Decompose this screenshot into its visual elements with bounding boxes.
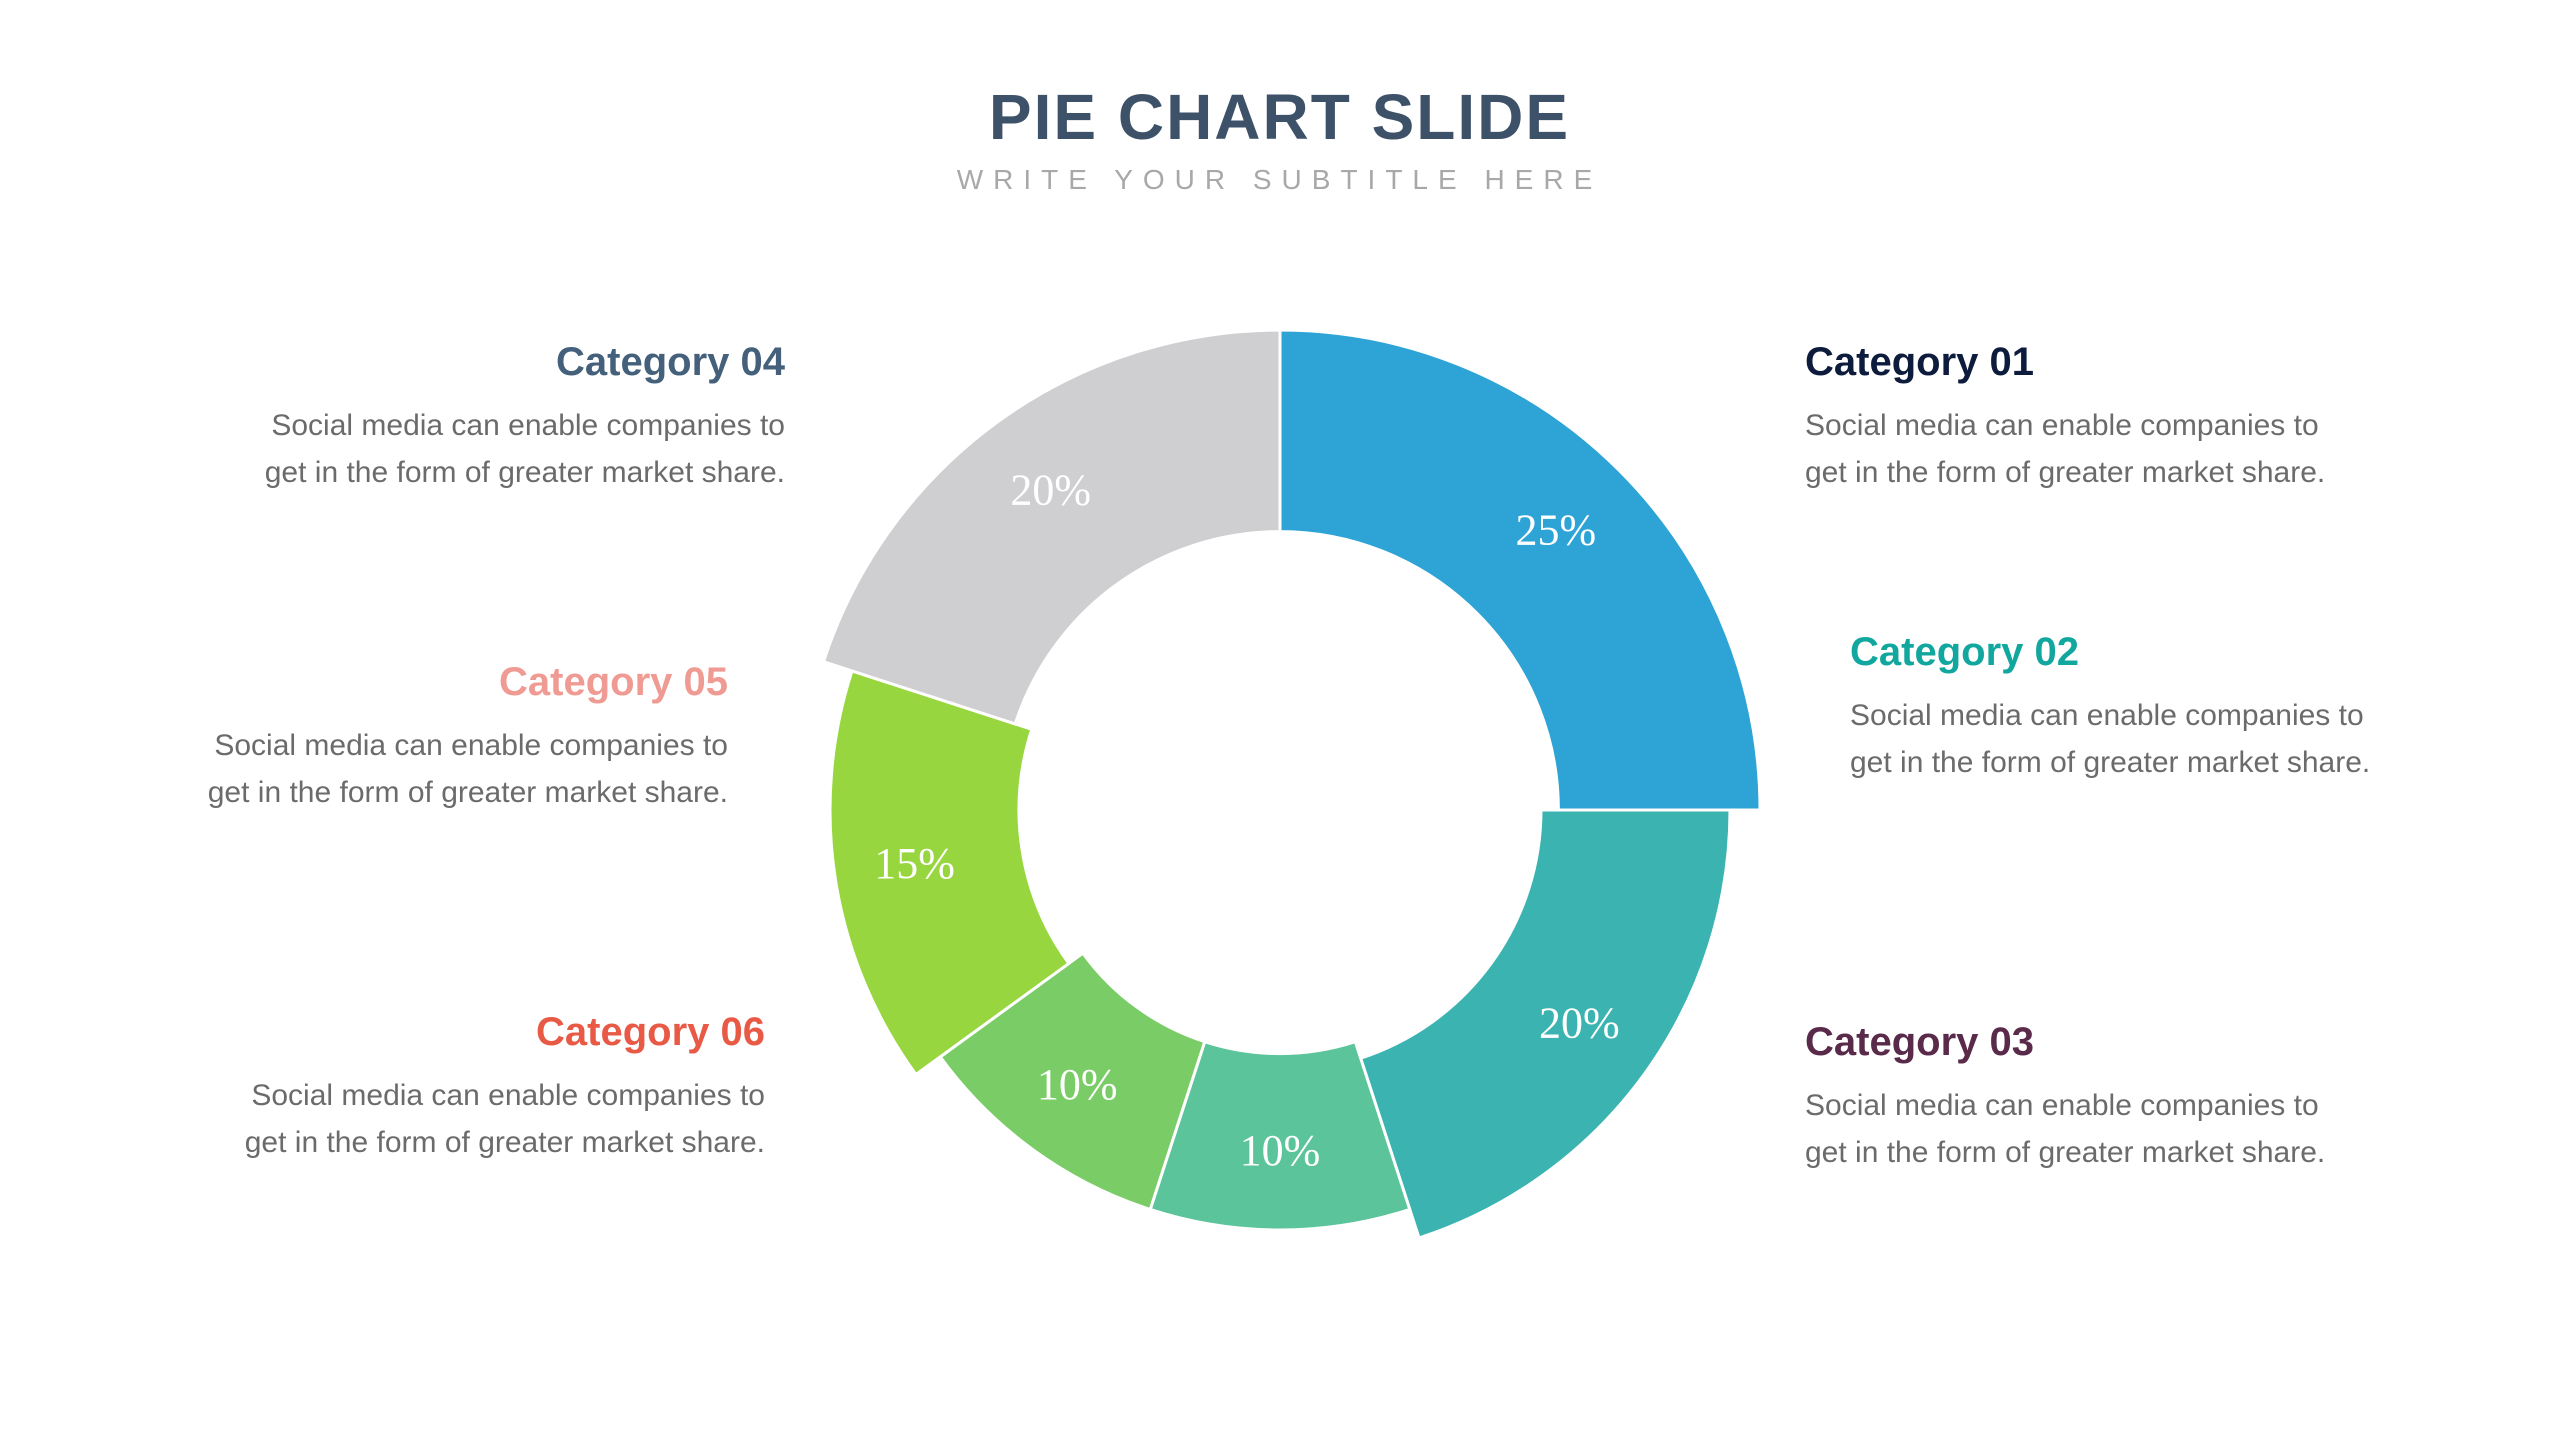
category-title-2: Category 03 bbox=[1805, 1020, 2365, 1065]
slice-label-4: 15% bbox=[874, 839, 955, 888]
slice-label-0: 25% bbox=[1515, 505, 1596, 554]
category-desc-0: Social media can enable companies to get… bbox=[1805, 403, 2365, 496]
category-block-3: Category 04 Social media can enable compa… bbox=[225, 340, 785, 496]
category-title-0: Category 01 bbox=[1805, 340, 2365, 385]
slide-container: PIE CHART SLIDE WRITE YOUR SUBTITLE HERE… bbox=[0, 0, 2559, 1440]
category-desc-1: Social media can enable companies to get… bbox=[1850, 693, 2410, 786]
category-title-1: Category 02 bbox=[1850, 630, 2410, 675]
slice-label-1: 20% bbox=[1539, 999, 1620, 1048]
category-block-5: Category 06 Social media can enable compa… bbox=[205, 1010, 765, 1166]
slice-label-3: 10% bbox=[1036, 1060, 1117, 1109]
category-title-3: Category 04 bbox=[225, 340, 785, 385]
category-block-1: Category 02 Social media can enable compa… bbox=[1850, 630, 2410, 786]
category-desc-4: Social media can enable companies to get… bbox=[168, 723, 728, 816]
category-block-2: Category 03 Social media can enable compa… bbox=[1805, 1020, 2365, 1176]
category-title-5: Category 06 bbox=[205, 1010, 765, 1055]
category-block-0: Category 01 Social media can enable compa… bbox=[1805, 340, 2365, 496]
category-desc-2: Social media can enable companies to get… bbox=[1805, 1083, 2365, 1176]
slide-title: PIE CHART SLIDE bbox=[0, 80, 2559, 154]
donut-slice-5 bbox=[823, 330, 1280, 724]
slice-label-2: 10% bbox=[1239, 1126, 1320, 1175]
category-title-4: Category 05 bbox=[168, 660, 728, 705]
header: PIE CHART SLIDE WRITE YOUR SUBTITLE HERE bbox=[0, 0, 2559, 196]
category-block-4: Category 05 Social media can enable compa… bbox=[168, 660, 728, 816]
category-desc-5: Social media can enable companies to get… bbox=[205, 1073, 765, 1166]
donut-chart: 25% 20% 10% 10% 15% 20% bbox=[780, 310, 1780, 1310]
donut-slice-0 bbox=[1280, 330, 1760, 810]
category-desc-3: Social media can enable companies to get… bbox=[225, 403, 785, 496]
donut-svg: 25% 20% 10% 10% 15% 20% bbox=[780, 310, 1780, 1310]
slide-subtitle: WRITE YOUR SUBTITLE HERE bbox=[0, 164, 2559, 196]
slice-label-5: 20% bbox=[1010, 466, 1091, 515]
